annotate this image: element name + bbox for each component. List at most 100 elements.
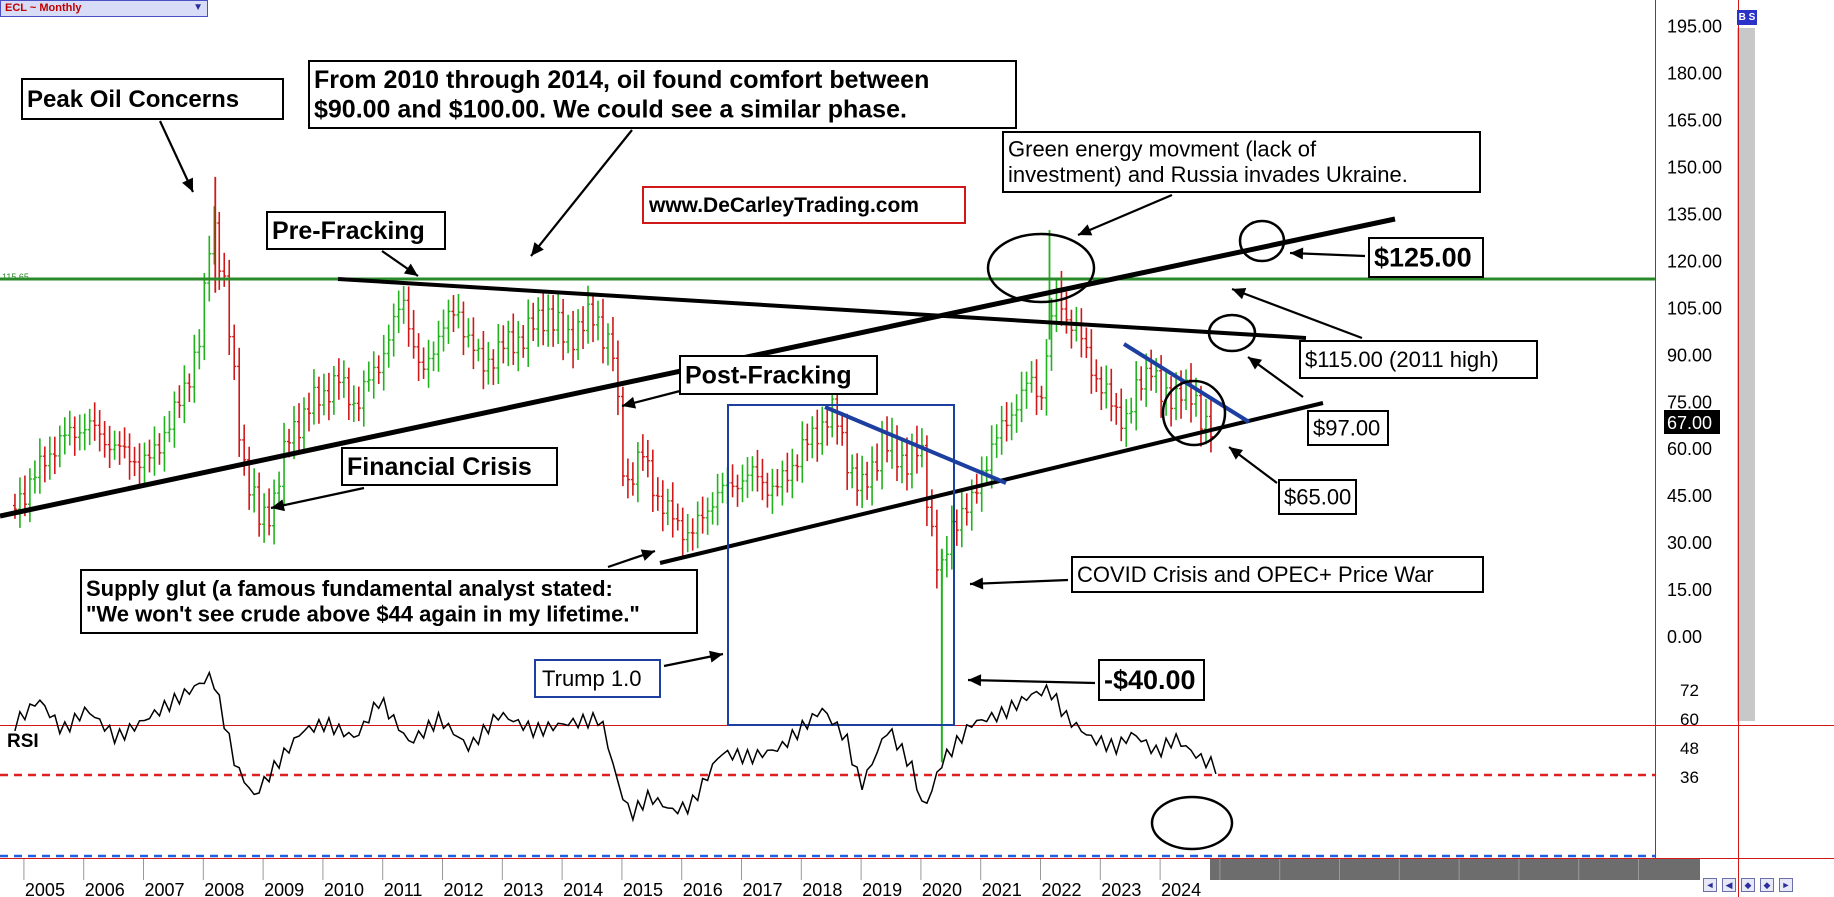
negative-price-box	[1098, 659, 1205, 701]
price-tick-label: 150.00	[1667, 158, 1722, 178]
time-tick-label: 2015	[623, 880, 663, 897]
covid-crisis-text: COVID Crisis and OPEC+ Price War	[1077, 562, 1434, 587]
time-tick-label: 2024	[1161, 880, 1201, 897]
level-65-arrow-head	[1229, 447, 1243, 460]
supply-glut-text: "We won't see crude above $44 again in m…	[86, 602, 640, 627]
target-125-circle	[1238, 219, 1286, 263]
trump-text: Trump 1.0	[542, 666, 641, 691]
green-energy-text: Green energy movment (lack of	[1008, 136, 1317, 161]
covid-arrow-head	[970, 577, 984, 590]
supply-glut-text: Supply glut (a famous fundamental analys…	[86, 576, 613, 601]
rsi-panel	[0, 670, 1655, 858]
level-97-box	[1307, 410, 1389, 446]
price-bars	[12, 176, 1213, 763]
rsi-line	[14, 670, 1217, 823]
negative-price-text: -$40.00	[1104, 665, 1196, 695]
range-comment-arrow	[530, 129, 633, 257]
post-fracking-box	[679, 355, 878, 395]
time-tick-label: 2025	[1221, 880, 1261, 897]
level-65-box	[1278, 479, 1357, 515]
price-tick-label: 195.00	[1667, 17, 1722, 37]
peak-2022-circle	[986, 232, 1096, 304]
time-tick-label: 2005	[25, 880, 65, 897]
symbol-selector[interactable]: ECL ~ Monthly ▼	[0, 0, 208, 17]
last-price-badge	[1664, 410, 1720, 434]
annotations: Peak Oil Concerns From 2010 through 2014,…	[21, 60, 1538, 851]
price-tick-label: 30.00	[1667, 533, 1712, 553]
green-energy-text: investment) and Russia invades Ukraine.	[1008, 162, 1408, 187]
green-energy-box	[1002, 131, 1481, 193]
pre-fracking-arrow-head	[403, 263, 418, 276]
buy-sell-button[interactable]: B S	[1737, 10, 1757, 25]
level-97-circle	[1207, 313, 1257, 353]
trump-arrow-head	[709, 650, 723, 663]
time-tick-label: 2028	[1400, 880, 1440, 897]
high-2011-arrow-b-head	[1248, 357, 1263, 370]
high-2011-arrow-a	[1231, 287, 1363, 340]
peak-oil-arrow	[159, 120, 194, 193]
pre-fracking-text: Pre-Fracking	[272, 217, 425, 245]
trump-downtrend-line	[824, 405, 1007, 485]
time-tick-label: 2020	[922, 880, 962, 897]
price-tick-label: 90.00	[1667, 345, 1712, 365]
high-2011-arrow-a-head	[1232, 287, 1247, 300]
future-area	[1210, 859, 1700, 880]
time-tick-label: 2023	[1101, 880, 1141, 897]
scroll-back-icon[interactable]: ◀	[1722, 878, 1736, 892]
rsi-title: RSI	[7, 731, 39, 752]
level-65-text: $65.00	[1284, 484, 1351, 509]
time-tick-label: 2032	[1640, 880, 1680, 897]
range-comment-text: From 2010 through 2014, oil found comfor…	[314, 66, 929, 94]
zoom-out-icon[interactable]: ◆	[1760, 878, 1774, 892]
negative-price-arrow-head	[968, 674, 982, 687]
chevron-down-icon: ▼	[193, 2, 203, 13]
zoom-icon[interactable]: ◆	[1741, 878, 1755, 892]
supply-glut-arrow-head	[640, 549, 655, 561]
time-tick-label: 2030	[1520, 880, 1560, 897]
supply-glut-box	[80, 569, 698, 634]
target-125-box	[1368, 237, 1484, 278]
price-tick-label: 165.00	[1667, 111, 1722, 131]
level-97-text: $97.00	[1313, 415, 1380, 440]
target-125-text: $125.00	[1374, 242, 1472, 272]
covid-arrow	[969, 578, 1069, 586]
last-price-label: 67.00	[1667, 413, 1712, 433]
time-tick-label: 2013	[503, 880, 543, 897]
website-text: www.DeCarleyTrading.com	[648, 194, 919, 217]
time-tick-label: 2031	[1580, 880, 1620, 897]
range-comment-box	[308, 60, 1017, 129]
target-125-arrow-head	[1290, 247, 1304, 260]
current-price-circle	[1161, 379, 1227, 447]
peak-oil-concerns-box	[21, 78, 284, 120]
price-tick-label: 105.00	[1667, 298, 1722, 318]
scroll-start-icon[interactable]: ◄	[1703, 878, 1717, 892]
time-tick-label: 2029	[1460, 880, 1500, 897]
range-comment-arrow-head	[531, 242, 544, 256]
rsi-tick-label: 48	[1680, 739, 1699, 758]
post-fracking-arrow-head	[622, 396, 637, 409]
rsi-tick-label: 36	[1680, 768, 1699, 787]
time-tick-label: 2026	[1281, 880, 1321, 897]
time-tick-label: 2007	[145, 880, 185, 897]
time-tick-label: 2009	[264, 880, 304, 897]
price-tick-label: 45.00	[1667, 486, 1712, 506]
time-tick-label: 2014	[563, 880, 603, 897]
peak-oil-concerns-text: Peak Oil Concerns	[27, 86, 239, 113]
trump-period-box	[727, 404, 955, 726]
financial-crisis-text: Financial Crisis	[347, 453, 532, 481]
rsi-tick-label: 60	[1680, 710, 1699, 729]
time-tick-label: 2017	[743, 880, 783, 897]
financial-crisis-box	[341, 447, 558, 486]
horizontal-line-value: 115.65	[2, 272, 29, 282]
time-axis-border	[0, 858, 1834, 859]
rsi-circle	[1150, 795, 1234, 851]
descending-trendline	[337, 277, 1307, 340]
scroll-end-icon[interactable]: ►	[1779, 878, 1793, 892]
peak-oil-arrow-head	[182, 177, 193, 192]
price-tick-label: 135.00	[1667, 204, 1722, 224]
green-energy-arrow	[1077, 193, 1173, 237]
financial-crisis-arrow-head	[271, 499, 285, 512]
rsi-tick-label: 72	[1680, 681, 1699, 700]
price-tick-label: 15.00	[1667, 580, 1712, 600]
price-axis-border	[1655, 0, 1656, 880]
